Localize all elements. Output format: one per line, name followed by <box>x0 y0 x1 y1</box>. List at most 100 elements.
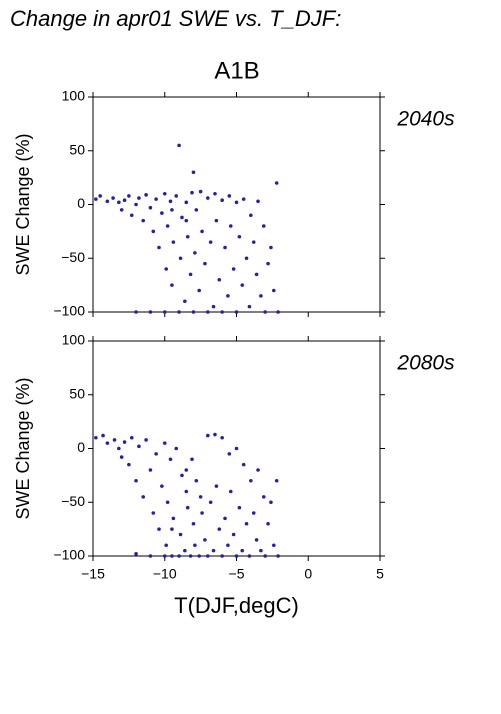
scatter-point <box>105 441 110 445</box>
scatter-point <box>244 256 249 261</box>
scatter-point <box>184 218 189 223</box>
scatter-point <box>162 310 167 314</box>
scatter-point <box>129 435 134 440</box>
x-tick-label: −10 <box>153 566 177 582</box>
scatter-point <box>249 478 253 483</box>
scatter-point <box>168 457 173 462</box>
scatter-point <box>217 277 222 282</box>
scatter-point <box>162 441 167 445</box>
scatter-point <box>256 199 260 204</box>
panel-label: 2080s <box>396 352 455 375</box>
scatter-point <box>190 190 194 195</box>
scatter-point <box>220 554 224 558</box>
y-tick-label: −50 <box>61 493 85 509</box>
scatter-point <box>154 452 158 456</box>
scatter-point <box>234 200 239 205</box>
scatter-point <box>254 538 259 542</box>
scatter-point <box>223 245 227 250</box>
scatter-point <box>177 143 181 148</box>
x-tick-label: 0 <box>304 566 312 582</box>
scatter-point <box>247 304 252 309</box>
scatter-point <box>213 191 217 196</box>
scatter-point <box>211 304 216 309</box>
scatter-point <box>206 310 210 314</box>
scatter-point <box>276 554 280 558</box>
scatter-point <box>127 462 131 467</box>
scatter-point <box>157 245 161 250</box>
scatter-point <box>148 554 153 558</box>
scatter-point <box>127 194 131 198</box>
scatter-point <box>269 245 273 250</box>
scatter-point <box>141 495 146 499</box>
scatter-point <box>234 554 239 558</box>
y-axis-label: SWE Change (%) <box>13 133 33 275</box>
scatter-point <box>203 261 207 266</box>
scatter-point <box>272 543 276 548</box>
scatter-point <box>240 283 245 287</box>
scatter-point <box>200 511 204 515</box>
scatter-point <box>177 310 181 314</box>
scatter-point <box>198 189 203 194</box>
scatter-point <box>151 229 156 234</box>
scatter-point <box>263 554 268 558</box>
scatter-point <box>208 500 213 505</box>
scatter-point <box>94 435 98 440</box>
scatter-point <box>261 495 266 499</box>
y-tick-label: 100 <box>62 88 86 104</box>
scatter-point <box>184 468 189 472</box>
x-axis-label: T(DJF,degC) <box>174 593 299 618</box>
scatter-point <box>228 489 233 494</box>
scatter-point <box>98 194 102 198</box>
scatter-point <box>226 543 230 548</box>
y-tick-label: −50 <box>61 249 85 265</box>
scatter-point <box>177 554 181 558</box>
scatter-point <box>162 191 167 196</box>
scatter-point <box>168 199 173 204</box>
scatter-point <box>188 272 193 277</box>
scatter-point <box>134 202 138 207</box>
scatter-point <box>184 489 189 494</box>
x-tick-label: 5 <box>376 566 384 582</box>
scatter-point <box>251 511 256 515</box>
scatter-point <box>266 521 270 526</box>
y-tick-label: 50 <box>69 385 85 401</box>
y-tick-label: −100 <box>53 547 85 563</box>
scatter-point <box>144 438 148 442</box>
scatter-point <box>272 288 276 293</box>
scatter-point <box>256 468 260 472</box>
scatter-point <box>119 455 124 459</box>
scatter-point <box>184 200 189 205</box>
scatter-point <box>183 299 187 304</box>
scatter-point <box>157 527 161 531</box>
scatter-point <box>197 554 201 558</box>
scatter-point <box>165 500 170 505</box>
scatter-point <box>193 251 197 255</box>
scatter-point <box>194 478 199 483</box>
scatter-point <box>231 532 236 537</box>
scatter-point <box>148 468 153 472</box>
scatter-point <box>178 256 183 261</box>
scatter-point <box>112 438 117 442</box>
scatter-point <box>129 213 134 218</box>
scatter-point <box>188 554 193 558</box>
scatter-point <box>226 294 230 298</box>
scatter-point <box>160 211 164 215</box>
scatter-point <box>211 548 216 553</box>
scatter-point <box>249 213 253 218</box>
scatter-point <box>185 505 190 510</box>
scatter-point <box>171 240 176 244</box>
scatter-point <box>223 516 227 521</box>
scatter-point <box>117 200 121 205</box>
scatter-point <box>274 181 279 185</box>
scatter-point <box>244 521 249 526</box>
scatter-point <box>240 548 245 553</box>
scatter-point <box>251 240 256 244</box>
scatter-point <box>94 197 98 201</box>
scatter-point <box>214 218 219 223</box>
scatter-point <box>237 505 242 510</box>
scatter-point <box>254 272 259 277</box>
scatter-point <box>193 543 197 548</box>
scatter-point <box>228 224 233 228</box>
scatter-point <box>231 267 236 271</box>
